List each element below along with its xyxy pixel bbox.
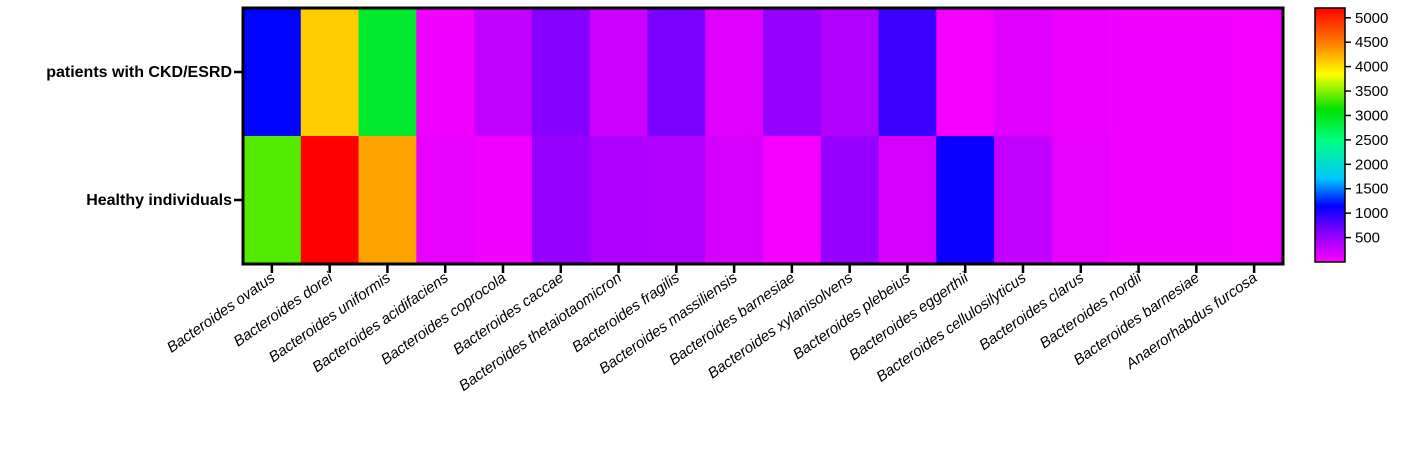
colorbar-ticks: 500 1000 1500 2000 2500 3000 3500 4000 4500 5000 [1345, 10, 1388, 247]
plot-frame [241, 6, 1285, 266]
heatmap-cell [416, 8, 475, 137]
heatmap-cell [763, 8, 822, 137]
heatmap-cell [531, 136, 591, 265]
heatmap-cell [416, 136, 475, 265]
heatmap-cell [878, 136, 937, 265]
colorbar-tick-label: 2000 [1355, 156, 1388, 173]
row-label: patients with CKD/ESRD [46, 64, 232, 81]
heatmap-cell [589, 136, 649, 265]
heatmap-cell [1167, 8, 1226, 137]
colorbar [1314, 7, 1346, 263]
heatmap-cell [300, 8, 360, 137]
colorbar-tick-label: 3500 [1355, 83, 1388, 100]
heatmap-cell [647, 136, 706, 265]
heatmap-cell [1051, 8, 1111, 137]
heatmap-cells [243, 8, 1284, 265]
heatmap-cell [1225, 8, 1284, 137]
row-labels: patients with CKD/ESRD Healthy individual… [46, 64, 243, 209]
heatmap-cell [878, 8, 937, 137]
colorbar-tick-label: 1500 [1355, 181, 1388, 198]
heatmap-cell [994, 8, 1053, 137]
heatmap-cell [647, 8, 706, 137]
heatmap-cell [1225, 136, 1284, 265]
colorbar-tick-label: 500 [1355, 230, 1380, 247]
row-label: Healthy individuals [86, 192, 232, 209]
colorbar-tick-label: 5000 [1355, 10, 1388, 27]
heatmap-cell [1109, 8, 1169, 137]
colorbar-tick-label: 1000 [1355, 205, 1388, 222]
heatmap-cell [474, 8, 533, 137]
heatmap-cell [820, 136, 880, 265]
heatmap-cell [994, 136, 1053, 265]
colorbar-tick-label: 4500 [1355, 34, 1388, 51]
colorbar-tick-label: 3000 [1355, 107, 1388, 124]
heatmap-cell [763, 136, 822, 265]
heatmap-cell [243, 136, 302, 265]
heatmap-cell [358, 8, 417, 137]
column-label: Bacteroides dorei [231, 269, 337, 350]
heatmap-cell [936, 8, 995, 137]
colorbar-tick-label: 4000 [1355, 59, 1388, 76]
heatmap-cell [243, 8, 302, 137]
heatmap-cell [531, 8, 591, 137]
heatmap-cell [1051, 136, 1111, 265]
heatmap-cell [936, 136, 995, 265]
colorbar-tick-label: 2500 [1355, 132, 1388, 149]
heatmap-cell [705, 8, 764, 137]
heatmap-cell [474, 136, 533, 265]
column-label: Bacteroides ovatus [164, 269, 279, 356]
column-label: Bacteroides clarus [976, 269, 1087, 354]
heatmap-cell [300, 136, 360, 265]
heatmap-cell [1109, 136, 1169, 265]
heatmap-cell [358, 136, 417, 265]
heatmap-cell [589, 8, 649, 137]
heatmap-cell [820, 8, 880, 137]
heatmap-cell [1167, 136, 1226, 265]
heatmap-cell [705, 136, 764, 265]
